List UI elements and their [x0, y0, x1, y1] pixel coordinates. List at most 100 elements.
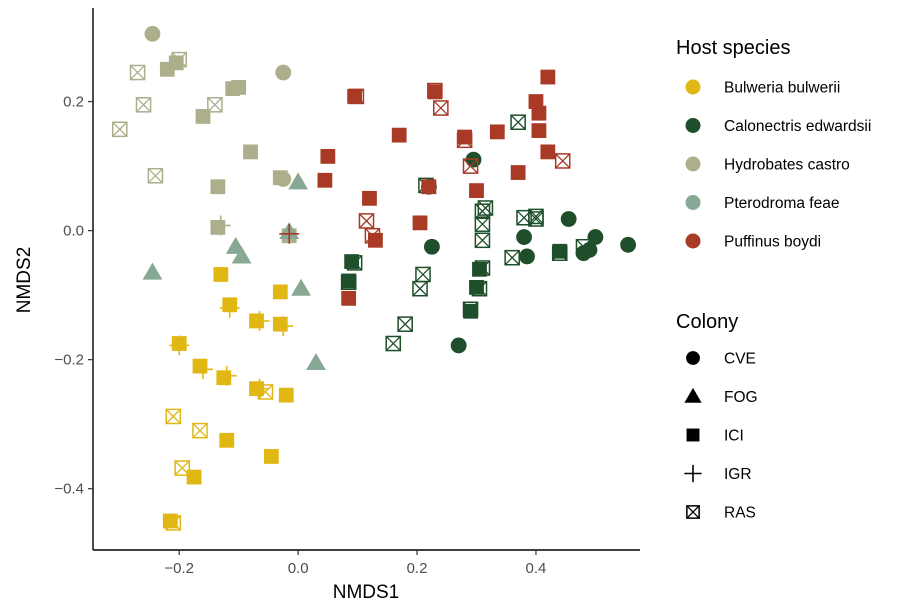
data-point	[306, 352, 326, 371]
data-point	[347, 89, 363, 104]
legend-species-item: Hydrobates castro	[685, 156, 850, 174]
data-point	[462, 301, 479, 318]
data-points	[111, 25, 637, 531]
data-point	[275, 171, 292, 187]
data-point	[510, 165, 526, 180]
data-point	[531, 123, 547, 138]
legend-species-swatch	[685, 195, 701, 210]
legend-species-label: Hydrobates castro	[724, 157, 850, 174]
data-point	[210, 179, 226, 195]
data-point	[391, 127, 407, 143]
data-point	[169, 335, 190, 356]
data-point	[358, 213, 375, 229]
legend-species-item: Bulweria bulwerii	[685, 79, 840, 97]
data-point	[219, 298, 240, 318]
y-tick-label: 0.2	[63, 94, 84, 111]
data-point	[165, 408, 182, 425]
data-point	[421, 179, 437, 195]
data-point	[457, 129, 472, 145]
data-point	[257, 384, 274, 400]
legend-host-species: Host species Bulweria bulwerii Calonectri…	[676, 37, 871, 251]
legend-species-item: Pterodroma feae	[685, 195, 839, 212]
data-point	[249, 378, 270, 399]
data-point	[216, 370, 232, 386]
legend-colony-label: RAS	[724, 505, 756, 522]
data-point	[193, 359, 213, 380]
data-point	[528, 94, 544, 109]
legend-colony-item: CVE	[686, 351, 756, 368]
data-point	[320, 149, 336, 164]
data-point	[171, 51, 188, 68]
data-point	[348, 88, 365, 105]
data-point	[552, 243, 568, 259]
data-point	[273, 316, 294, 336]
data-point	[471, 280, 488, 297]
data-point	[195, 109, 211, 124]
data-point	[412, 215, 428, 231]
data-point	[340, 274, 357, 291]
data-point	[129, 64, 146, 81]
data-point	[474, 260, 491, 276]
data-point	[272, 284, 288, 300]
legend-colony-item: FOG	[684, 387, 758, 406]
data-point	[423, 238, 440, 255]
data-point	[560, 211, 577, 227]
legend-colony-label: CVE	[724, 351, 756, 368]
data-point	[216, 365, 237, 386]
data-point	[474, 232, 491, 249]
data-point	[510, 114, 526, 131]
data-point	[519, 248, 535, 265]
data-point	[620, 236, 637, 253]
data-point	[433, 100, 449, 116]
data-point	[469, 183, 484, 198]
legend-colony-symbol	[686, 505, 700, 519]
data-point	[531, 105, 547, 121]
y-ticks: −0.4 −0.2 0.0 0.2	[54, 94, 93, 498]
data-point	[231, 246, 252, 264]
data-point	[279, 223, 300, 244]
legend-colony-title: Colony	[676, 311, 738, 333]
data-point	[207, 96, 223, 113]
legend-colony-label: ICI	[724, 428, 744, 445]
legend-colony-symbol	[684, 464, 702, 483]
data-point	[412, 280, 428, 297]
legend-species-swatch	[685, 233, 701, 249]
legend-species-label: Calonectris edwardsii	[724, 118, 871, 135]
y-axis-title: NMDS2	[14, 247, 35, 314]
x-tick-label: 0.2	[407, 560, 428, 577]
data-point	[210, 215, 231, 236]
data-point	[278, 387, 294, 403]
x-tick-label: 0.4	[526, 560, 547, 577]
data-point	[504, 249, 520, 266]
data-point	[243, 144, 258, 160]
x-axis-title: NMDS1	[333, 582, 400, 603]
data-point	[581, 242, 598, 258]
legend-colony-symbol	[684, 387, 702, 403]
data-point	[427, 84, 443, 100]
legend-species-swatch	[685, 118, 701, 133]
data-point	[219, 432, 235, 448]
legend-species-label: Pterodroma feae	[724, 195, 839, 212]
legend-colony: Colony CVE FOG ICI IGR RAS	[676, 311, 758, 522]
plot-area: −0.2 0.0 0.2 0.4 −0.4 −0.2 0.0 0.2	[54, 8, 640, 577]
data-point	[192, 422, 208, 439]
data-point	[462, 158, 479, 174]
legend-colony-label: FOG	[724, 389, 758, 406]
legend-species-label: Bulweria bulwerii	[724, 80, 840, 97]
data-point	[275, 64, 292, 81]
legend-species-item: Calonectris edwardsii	[685, 118, 871, 135]
data-point	[111, 121, 128, 138]
data-point	[415, 266, 431, 283]
data-point	[231, 79, 247, 95]
data-point	[346, 255, 363, 271]
data-point	[142, 262, 163, 280]
y-tick-label: 0.0	[63, 223, 84, 240]
legend-colony-item: ICI	[686, 428, 744, 445]
data-point	[540, 69, 556, 85]
data-point	[397, 316, 413, 332]
data-point	[540, 144, 556, 160]
data-point	[263, 449, 279, 464]
data-point	[362, 190, 377, 206]
legend-colony-label: IGR	[724, 466, 752, 483]
